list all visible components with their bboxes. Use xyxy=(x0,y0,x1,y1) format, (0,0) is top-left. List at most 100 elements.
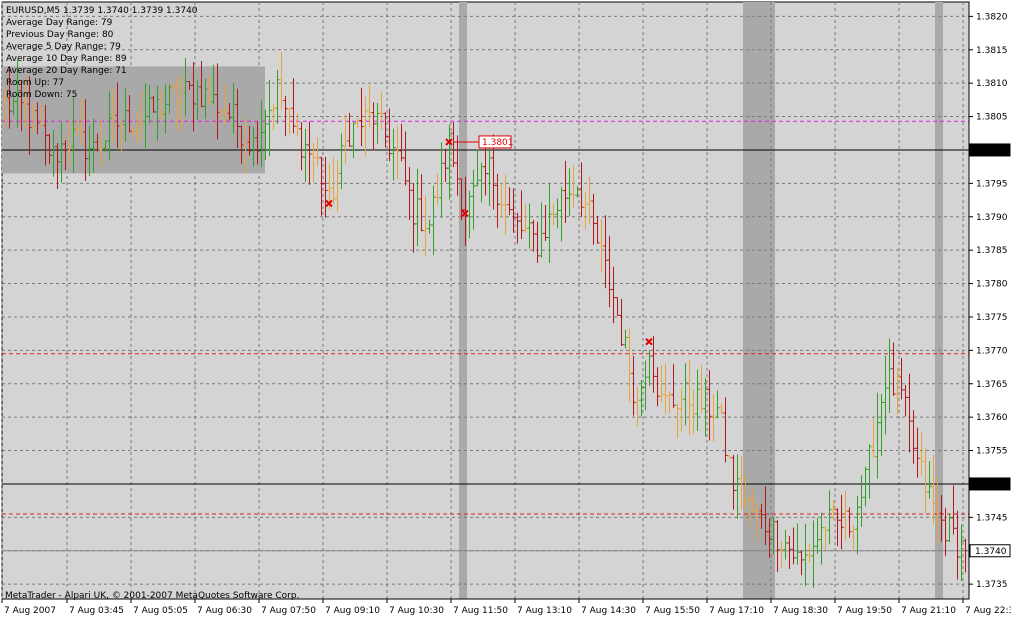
ohlc-bar xyxy=(395,126,400,179)
price-tick-label: 1.3745 xyxy=(976,513,1008,523)
ohlc-bar xyxy=(847,507,852,538)
ohlc-bar xyxy=(415,168,420,247)
ohlc-bar xyxy=(163,84,168,134)
ohlc-bar xyxy=(919,431,924,476)
ohlc-bar xyxy=(123,88,128,142)
ohlc-bar xyxy=(643,360,648,411)
ohlc-bar xyxy=(603,215,608,289)
ohlc-bar xyxy=(703,377,708,437)
ohlc-bar xyxy=(631,355,636,416)
ohlc-bar xyxy=(831,500,836,520)
price-tick-label: 1.3805 xyxy=(976,113,1008,123)
ohlc-bar xyxy=(767,518,772,558)
ohlc-bar xyxy=(727,454,732,459)
ohlc-bar xyxy=(647,350,652,386)
ohlc-bar xyxy=(735,454,740,519)
ohlc-bar xyxy=(391,128,396,181)
ohlc-bar xyxy=(143,83,148,148)
time-tick-label: 7 Aug 17:10 xyxy=(709,606,764,616)
ohlc-bar xyxy=(231,82,236,134)
footer-copyright: MetaTrader - Alpari UK, © 2001-2007 Meta… xyxy=(5,591,299,601)
ohlc-bar xyxy=(499,183,504,219)
ohlc-bar xyxy=(355,118,360,128)
ohlc-bar xyxy=(103,140,108,152)
ohlc-bar xyxy=(3,88,8,126)
ohlc-bar xyxy=(923,448,928,514)
ohlc-bar xyxy=(743,475,748,508)
price-tick-label: 1.3735 xyxy=(976,580,1008,590)
ohlc-bar xyxy=(411,182,416,253)
ohlc-bar xyxy=(91,118,96,173)
time-tick-label: 7 Aug 09:10 xyxy=(325,606,380,616)
marker-price-label: 1.3801 xyxy=(482,138,514,148)
ohlc-bar xyxy=(755,500,760,541)
ohlc-bar xyxy=(55,142,60,189)
ohlc-bar xyxy=(903,384,908,417)
ohlc-bar xyxy=(59,122,64,183)
ohlc-bar xyxy=(543,205,548,242)
ohlc-bar xyxy=(519,190,524,240)
ohlc-bar xyxy=(799,550,804,576)
ohlc-bar xyxy=(495,173,500,228)
price-tick-label: 1.3755 xyxy=(976,447,1008,457)
ohlc-bar xyxy=(191,62,196,132)
ohlc-bar xyxy=(451,122,456,167)
grid-lines xyxy=(1,2,969,599)
ohlc-bar xyxy=(791,527,796,565)
info-line: Average 10 Day Range: 89 xyxy=(6,54,127,64)
time-tick-label: 7 Aug 13:10 xyxy=(517,606,572,616)
ohlc-bar xyxy=(911,410,916,464)
ohlc-bar xyxy=(823,527,828,551)
ohlc-bar xyxy=(619,299,624,347)
session-shade xyxy=(743,2,775,599)
ohlc-bar xyxy=(7,66,12,129)
ohlc-bar xyxy=(511,188,516,233)
ohlc-bar xyxy=(151,95,156,113)
ohlc-bar xyxy=(843,490,848,541)
ohlc-bar xyxy=(943,507,948,557)
ohlc-bar xyxy=(595,215,600,244)
ohlc-bar xyxy=(203,78,208,120)
ohlc-bar xyxy=(107,91,112,161)
ohlc-bar xyxy=(343,114,348,164)
ohlc-bar xyxy=(455,135,460,196)
ohlc-bar xyxy=(615,297,620,316)
ohlc-bar xyxy=(475,149,480,187)
price-tick-label: 1.3785 xyxy=(976,246,1008,256)
ohlc-bar xyxy=(947,514,952,542)
ohlc-bar xyxy=(111,88,116,143)
ohlc-bar xyxy=(719,403,724,414)
time-tick-label: 7 Aug 18:30 xyxy=(773,606,828,616)
ohlc-bar xyxy=(67,120,72,165)
ohlc-bar xyxy=(183,58,188,116)
ohlc-bar xyxy=(575,186,580,198)
ohlc-bar xyxy=(115,82,120,148)
ohlc-bar xyxy=(859,475,864,528)
trade-marker xyxy=(645,337,653,346)
time-tick-label: 7 Aug 21:10 xyxy=(901,606,956,616)
ohlc-bar xyxy=(79,97,84,146)
time-axis: 7 Aug 2007 7 Aug 03:45 7 Aug 05:05 7 Aug 06… xyxy=(1,598,1011,616)
ohlc-bar xyxy=(303,128,308,182)
trade-markers: 1.3801 xyxy=(325,135,653,346)
ohlc-bar xyxy=(907,373,912,453)
ohlc-bar xyxy=(863,466,868,507)
ohlc-bar xyxy=(447,124,452,200)
ohlc-bar xyxy=(503,174,508,235)
ohlc-bar xyxy=(671,364,676,408)
ohlc-bar xyxy=(51,130,56,177)
ohlc-bar xyxy=(207,74,212,105)
session-shade xyxy=(459,2,467,599)
ohlc-bar xyxy=(811,520,816,588)
price-label: 1.3750 xyxy=(975,480,1007,490)
time-tick-label: 7 Aug 19:50 xyxy=(837,606,892,616)
ohlc-bar xyxy=(883,355,888,435)
ohlc-bar xyxy=(563,160,568,223)
ohlc-bar xyxy=(459,178,464,221)
ohlc-bar xyxy=(515,212,520,244)
ohlc-bar xyxy=(211,64,216,105)
ohlc-bar xyxy=(167,84,172,114)
ohlc-bar xyxy=(267,79,272,157)
ohlc-bar xyxy=(195,79,200,121)
